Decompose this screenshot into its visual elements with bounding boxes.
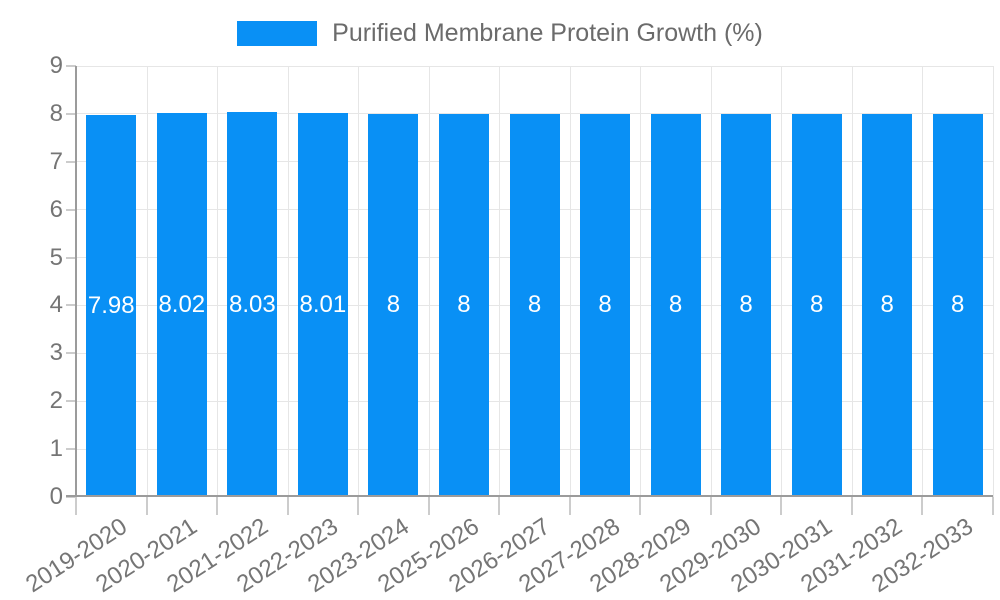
x-tick: [992, 497, 994, 515]
y-axis-label: 5: [49, 243, 63, 271]
y-axis-label: 8: [49, 99, 63, 127]
y-tick: [66, 160, 76, 163]
gridline: [358, 66, 360, 497]
y-axis-label: 7: [49, 147, 63, 175]
bar-value-label: 8.02: [158, 290, 206, 318]
bar[interactable]: [509, 113, 560, 497]
y-axis-line: [75, 66, 77, 497]
bar[interactable]: [650, 113, 701, 497]
x-tick: [427, 497, 430, 515]
legend-label: Purified Membrane Protein Growth (%): [332, 19, 763, 47]
bar-value-label: 8.03: [228, 290, 276, 318]
x-tick: [709, 497, 712, 515]
x-tick: [145, 497, 148, 515]
legend-swatch: [237, 21, 318, 46]
bar-value-label: 8: [809, 291, 824, 319]
y-tick: [66, 352, 76, 355]
gridline: [428, 66, 430, 497]
x-tick: [921, 497, 924, 515]
y-axis-label: 0: [49, 483, 63, 510]
y-axis-label: 9: [49, 52, 63, 79]
y-axis-label: 1: [49, 435, 63, 463]
x-tick: [75, 497, 77, 515]
bar[interactable]: [932, 113, 983, 497]
y-axis-label: 3: [49, 339, 63, 367]
y-axis-label: 4: [49, 291, 63, 319]
bar[interactable]: [721, 113, 772, 497]
bar[interactable]: [791, 113, 842, 497]
bar-value-label: 8: [668, 291, 683, 319]
y-tick: [66, 65, 76, 67]
x-axis-line: [66, 495, 993, 497]
gridline: [217, 66, 219, 497]
x-tick: [286, 497, 289, 515]
bar-value-label: 8: [739, 291, 753, 319]
x-tick: [639, 497, 642, 515]
bar[interactable]: [862, 113, 913, 497]
gridline: [922, 66, 924, 497]
bar-value-label: 8: [527, 291, 542, 319]
gridline: [146, 66, 148, 497]
bar-value-label: 8: [951, 291, 965, 319]
gridline: [710, 66, 712, 497]
y-tick: [66, 112, 76, 115]
bar[interactable]: [156, 112, 207, 497]
bar[interactable]: [227, 112, 278, 497]
x-tick: [850, 497, 853, 515]
x-tick: [498, 497, 501, 515]
gridline: [993, 66, 994, 497]
bar-value-label: 8: [880, 291, 894, 319]
y-tick: [66, 400, 76, 403]
x-tick: [568, 497, 571, 515]
y-tick: [66, 496, 76, 498]
bar[interactable]: [438, 113, 489, 497]
y-tick: [66, 304, 76, 307]
gridline: [569, 66, 571, 497]
y-tick: [66, 448, 76, 451]
y-axis-label: 6: [49, 195, 63, 223]
y-tick: [66, 256, 76, 259]
bar[interactable]: [86, 114, 137, 497]
bar-value-label: 8: [386, 291, 401, 319]
bar[interactable]: [297, 113, 348, 497]
gridline: [76, 65, 993, 67]
x-tick: [780, 497, 783, 515]
x-tick: [357, 497, 360, 515]
bar[interactable]: [368, 113, 419, 497]
y-axis-label: 2: [49, 387, 63, 415]
bar-value-label: 8.01: [299, 291, 347, 319]
chart-legend-item[interactable]: Purified Membrane Protein Growth (%): [0, 19, 1000, 48]
gridline: [499, 66, 501, 497]
x-tick: [216, 497, 219, 515]
gridline: [287, 66, 289, 497]
y-tick: [66, 208, 76, 211]
gridline: [851, 66, 853, 497]
bar[interactable]: [580, 113, 631, 497]
bar-value-label: 8: [457, 291, 471, 319]
bar-value-label: 8: [598, 291, 612, 319]
gridline: [781, 66, 783, 497]
bar-value-label: 7.98: [87, 291, 135, 319]
gridline: [640, 66, 642, 497]
